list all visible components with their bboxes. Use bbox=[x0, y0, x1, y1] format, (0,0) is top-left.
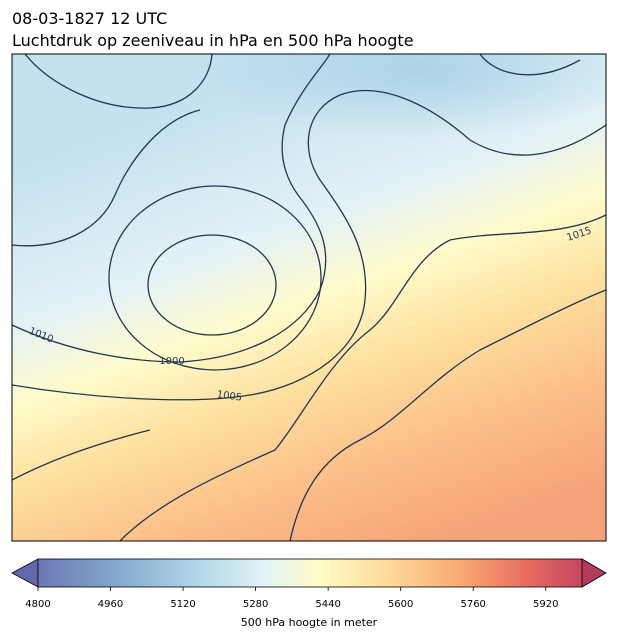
colorbar-label: 500 hPa hoogte in meter bbox=[241, 616, 378, 629]
map-area: 1010 1000 1005 1015 bbox=[12, 54, 606, 541]
colorbar bbox=[11, 558, 607, 588]
colorbar-tick-label: 5760 bbox=[460, 599, 485, 610]
height-low bbox=[200, 54, 606, 140]
colorbar-scale bbox=[37, 558, 583, 588]
pressure-contours bbox=[12, 54, 606, 541]
map-frame bbox=[11, 53, 607, 542]
colorbar-tick-label: 4800 bbox=[25, 599, 50, 610]
colorbar-tick-label: 5600 bbox=[388, 599, 413, 610]
colorbar-tick-label: 5120 bbox=[170, 599, 195, 610]
colorbar-tick-label: 5280 bbox=[243, 599, 268, 610]
colorbar-extend-low bbox=[11, 558, 39, 588]
colorbar-extend-high bbox=[581, 558, 607, 588]
map-title: Luchtdruk op zeeniveau in hPa en 500 hPa… bbox=[12, 31, 414, 50]
contour-label: 1000 bbox=[159, 356, 184, 367]
colorbar-tick-label: 5920 bbox=[533, 599, 558, 610]
colorbar-tick-label: 5440 bbox=[315, 599, 340, 610]
colorbar-tick-label: 4960 bbox=[98, 599, 123, 610]
contour-label: 1005 bbox=[216, 389, 243, 403]
time-label: 08-03-1827 12 UTC bbox=[12, 9, 167, 28]
